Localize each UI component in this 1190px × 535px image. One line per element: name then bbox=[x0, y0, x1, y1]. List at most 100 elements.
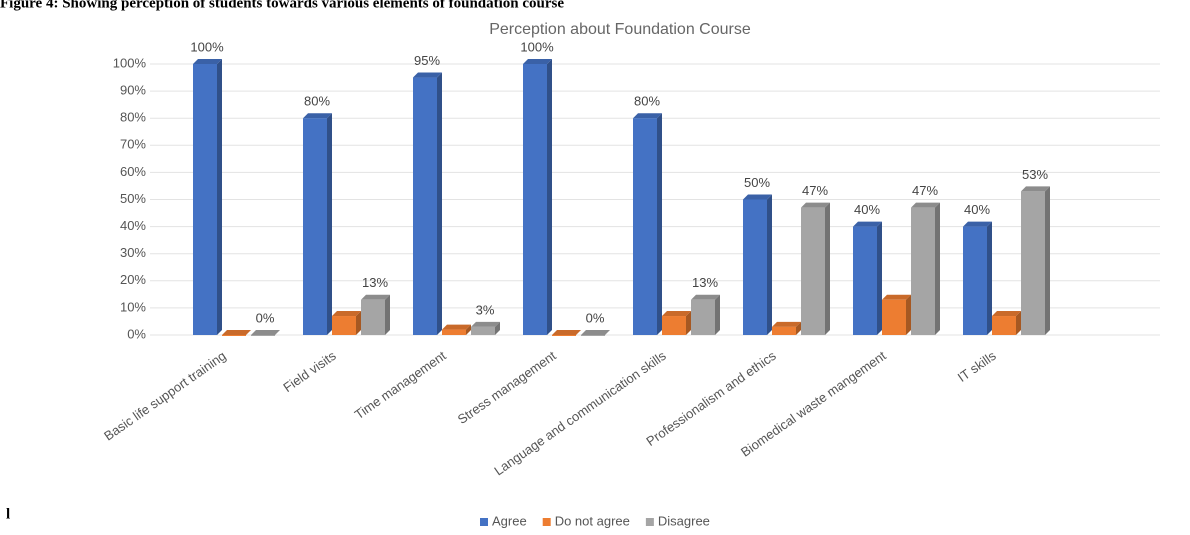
value-label: 47% bbox=[802, 183, 828, 198]
bar-side bbox=[935, 202, 940, 335]
y-tick-label: 50% bbox=[120, 191, 146, 206]
value-label: 13% bbox=[362, 275, 388, 290]
bar-top bbox=[882, 294, 911, 300]
bar-side bbox=[686, 311, 691, 335]
bar bbox=[442, 329, 466, 335]
bar bbox=[361, 299, 385, 335]
bar-top bbox=[992, 311, 1021, 317]
bar-side bbox=[657, 113, 662, 335]
bar-top bbox=[413, 72, 442, 78]
y-tick-label: 60% bbox=[120, 164, 146, 179]
bar-top bbox=[691, 294, 720, 300]
value-label: 47% bbox=[912, 183, 938, 198]
figure-caption: Figure 4: Showing perception of students… bbox=[0, 0, 564, 11]
bar bbox=[911, 207, 935, 335]
legend-swatch bbox=[480, 518, 488, 526]
value-label: 95% bbox=[414, 53, 440, 68]
bar-top bbox=[442, 324, 471, 330]
bar-top bbox=[581, 330, 610, 335]
legend-label: Agree bbox=[492, 513, 527, 528]
x-tick-label: Language and communication skills bbox=[491, 348, 669, 479]
y-tick-label: 80% bbox=[120, 110, 146, 125]
bar-top bbox=[523, 59, 552, 64]
legend-label: Disagree bbox=[658, 513, 710, 528]
bar-side bbox=[385, 294, 390, 335]
value-label: 40% bbox=[964, 202, 990, 217]
bar-top bbox=[332, 311, 361, 317]
bar bbox=[251, 335, 275, 336]
bar-side bbox=[437, 72, 442, 336]
y-tick-label: 100% bbox=[113, 55, 147, 70]
bar bbox=[413, 77, 437, 336]
value-label: 0% bbox=[256, 310, 275, 325]
bar bbox=[633, 118, 657, 335]
bar bbox=[581, 335, 605, 336]
bar-side bbox=[356, 311, 361, 335]
bar bbox=[471, 326, 495, 335]
value-label: 40% bbox=[854, 202, 880, 217]
bar-top bbox=[251, 330, 280, 335]
bar bbox=[801, 207, 825, 335]
y-tick-label: 10% bbox=[120, 299, 146, 314]
bar-top bbox=[772, 321, 801, 327]
bar-top bbox=[633, 113, 662, 119]
bar-top bbox=[963, 221, 992, 227]
y-tick-label: 20% bbox=[120, 272, 146, 287]
bar bbox=[552, 335, 576, 336]
x-tick-label: Basic life support training bbox=[101, 348, 229, 444]
bar-side bbox=[767, 194, 772, 335]
x-tick-label: Time management bbox=[352, 348, 449, 422]
bar bbox=[853, 226, 877, 335]
bar-top bbox=[911, 202, 940, 208]
bar-side bbox=[1045, 186, 1050, 335]
bar-side bbox=[987, 221, 992, 335]
bar-side bbox=[796, 321, 801, 335]
bar-top bbox=[552, 330, 581, 335]
bar-top bbox=[222, 330, 251, 335]
bar bbox=[691, 299, 715, 335]
x-tick-label: IT skills bbox=[955, 348, 999, 385]
bar bbox=[523, 64, 547, 335]
bar-top bbox=[662, 311, 691, 317]
bar bbox=[772, 326, 796, 335]
bar bbox=[332, 316, 356, 335]
bar-top bbox=[303, 113, 332, 119]
bar-side bbox=[466, 324, 471, 335]
legend-swatch bbox=[542, 518, 551, 526]
bar-side bbox=[1016, 311, 1021, 335]
bar-top bbox=[471, 321, 500, 327]
text-fragment: l bbox=[6, 506, 10, 522]
bar bbox=[1021, 191, 1045, 335]
value-label: 13% bbox=[692, 275, 718, 290]
value-label: 100% bbox=[520, 39, 554, 54]
value-label: 53% bbox=[1022, 167, 1048, 182]
y-tick-label: 30% bbox=[120, 245, 146, 260]
bar-side bbox=[715, 294, 720, 335]
bar-side bbox=[825, 202, 830, 335]
bar-side bbox=[217, 59, 222, 335]
y-tick-label: 40% bbox=[120, 218, 146, 233]
value-label: 0% bbox=[586, 310, 605, 325]
bar-top bbox=[1021, 186, 1050, 192]
x-tick-label: Stress management bbox=[455, 348, 559, 427]
bar-top bbox=[193, 59, 222, 64]
bar bbox=[992, 316, 1016, 335]
bar bbox=[222, 335, 246, 336]
value-label: 100% bbox=[190, 39, 224, 54]
bar-side bbox=[877, 221, 882, 335]
x-tick-label: Field visits bbox=[280, 348, 339, 395]
bar bbox=[743, 199, 767, 335]
legend-label: Do not agree bbox=[555, 513, 630, 528]
y-tick-label: 0% bbox=[127, 326, 146, 341]
bar-top bbox=[801, 202, 830, 208]
legend-swatch bbox=[645, 518, 654, 526]
bar bbox=[303, 118, 327, 335]
bar-top bbox=[743, 194, 772, 200]
value-label: 50% bbox=[744, 175, 770, 190]
bar bbox=[662, 316, 686, 335]
bar bbox=[963, 226, 987, 335]
bar bbox=[193, 64, 217, 335]
bar-side bbox=[906, 294, 911, 335]
bar-top bbox=[361, 294, 390, 300]
